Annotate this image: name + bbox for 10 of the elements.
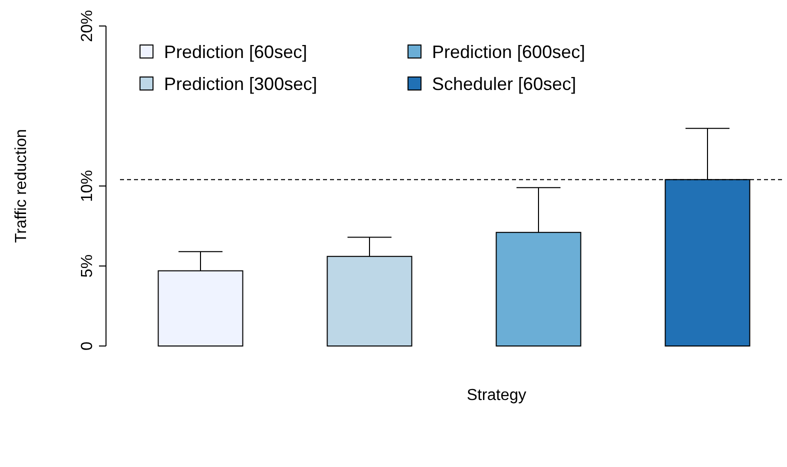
x-axis-title: Strategy <box>466 387 526 404</box>
y-tick-label: 5% <box>79 254 96 278</box>
y-axis-title: Traffic reduction <box>13 129 30 243</box>
y-tick-label: 20% <box>79 10 96 42</box>
legend-label: Prediction [600sec] <box>432 42 586 62</box>
legend-label: Scheduler [60sec] <box>432 74 576 94</box>
legend-label: Prediction [60sec] <box>164 42 308 62</box>
y-tick-label: 10% <box>79 170 96 202</box>
legend-label: Prediction [300sec] <box>164 74 318 94</box>
y-tick-label: 0 <box>79 341 96 350</box>
